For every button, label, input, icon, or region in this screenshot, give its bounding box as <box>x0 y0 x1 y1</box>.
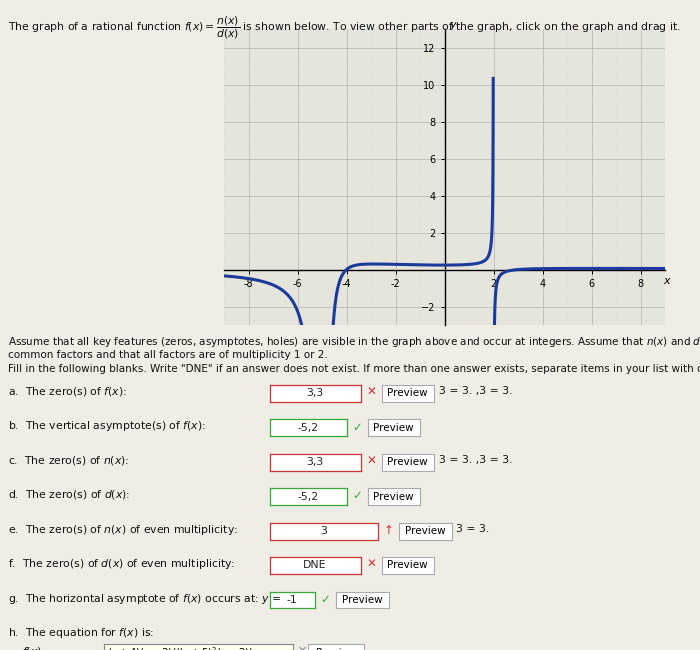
Text: c.  The zero(s) of $n(x)$:: c. The zero(s) of $n(x)$: <box>8 454 130 467</box>
Text: Fill in the following blanks. Write "DNE" if an answer does not exist. If more t: Fill in the following blanks. Write "DNE… <box>8 364 700 374</box>
Text: -1: -1 <box>287 595 298 605</box>
Text: The graph of a rational function $f(x) = \dfrac{n(x)}{d(x)}$ is shown below. To : The graph of a rational function $f(x) =… <box>8 14 681 41</box>
Text: ✓: ✓ <box>352 489 362 502</box>
Text: $(x+4)(x-3)/((x+5)^{2}(x-2))$: $(x+4)(x-3)/((x+5)^{2}(x-2))$ <box>107 645 254 650</box>
Text: ✕: ✕ <box>298 645 307 650</box>
Text: Preview: Preview <box>373 422 414 433</box>
Text: ↑: ↑ <box>384 524 393 537</box>
Text: Preview: Preview <box>316 647 356 650</box>
Text: Preview: Preview <box>387 560 428 571</box>
Text: Assume that all key features (zeros, asymptotes, holes) are visible in the graph: Assume that all key features (zeros, asy… <box>8 335 700 349</box>
Text: 3 = 3.: 3 = 3. <box>456 524 490 534</box>
Text: a.  The zero(s) of $f(x)$:: a. The zero(s) of $f(x)$: <box>8 385 127 398</box>
Text: ✓: ✓ <box>352 421 362 434</box>
Text: Preview: Preview <box>387 457 428 467</box>
Text: 3,3: 3,3 <box>307 457 323 467</box>
Text: $f(x) = $: $f(x) = $ <box>22 645 54 650</box>
Text: Preview: Preview <box>373 491 414 502</box>
Text: d.  The zero(s) of $d(x)$:: d. The zero(s) of $d(x)$: <box>8 488 131 501</box>
Text: b.  The vertical asymptote(s) of $f(x)$:: b. The vertical asymptote(s) of $f(x)$: <box>8 419 206 434</box>
Text: $x$: $x$ <box>663 276 672 285</box>
Text: Preview: Preview <box>342 595 383 605</box>
Text: ✓: ✓ <box>321 593 330 606</box>
Text: ✕: ✕ <box>366 558 376 571</box>
Text: g.  The horizontal asymptote of $f(x)$ occurs at: $y$ =: g. The horizontal asymptote of $f(x)$ oc… <box>8 592 282 606</box>
Text: h.  The equation for $f(x)$ is:: h. The equation for $f(x)$ is: <box>8 626 155 640</box>
Text: 3 = 3. ,3 = 3.: 3 = 3. ,3 = 3. <box>439 386 512 396</box>
Text: Preview: Preview <box>387 388 428 398</box>
Text: 3,3: 3,3 <box>307 388 323 398</box>
Text: -5,2: -5,2 <box>298 491 318 502</box>
Text: common factors and that all factors are of multiplicity 1 or 2.: common factors and that all factors are … <box>8 350 328 359</box>
Text: 3 = 3. ,3 = 3.: 3 = 3. ,3 = 3. <box>439 455 512 465</box>
Text: e.  The zero(s) of $n(x)$ of even multiplicity:: e. The zero(s) of $n(x)$ of even multipl… <box>8 523 239 537</box>
Text: f.  The zero(s) of $d(x)$ of even multiplicity:: f. The zero(s) of $d(x)$ of even multipl… <box>8 557 236 571</box>
Text: $y$: $y$ <box>449 21 458 32</box>
Text: ✕: ✕ <box>366 386 376 399</box>
Text: DNE: DNE <box>303 560 327 571</box>
Text: -5,2: -5,2 <box>298 422 318 433</box>
Text: ✕: ✕ <box>366 455 376 468</box>
Text: Preview: Preview <box>405 526 446 536</box>
Text: 3: 3 <box>321 526 327 536</box>
